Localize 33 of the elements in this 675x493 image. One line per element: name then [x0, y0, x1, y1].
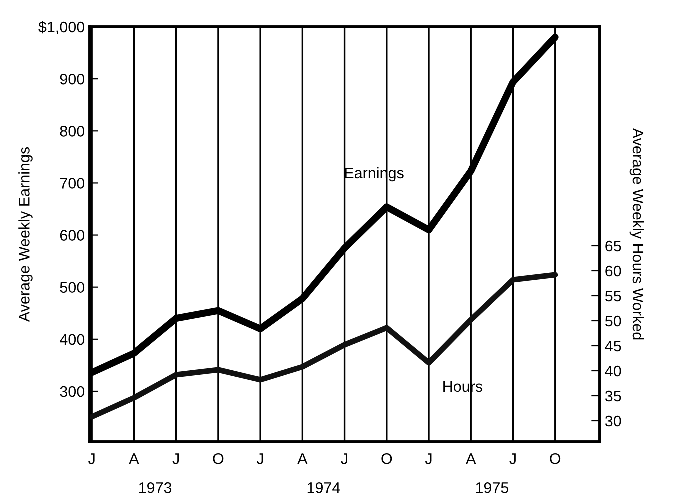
y2-tick-label: 40 — [605, 366, 622, 377]
text: 1973 — [139, 482, 172, 493]
y2-tick-label: 55 — [605, 291, 622, 302]
x-tick-label: J — [425, 454, 432, 464]
x-tick-label: O — [213, 454, 224, 464]
y2-tick-label: 50 — [605, 316, 622, 327]
y-tick-label: 900 — [60, 74, 85, 85]
y-tick-label: 300 — [60, 386, 85, 398]
x-tick-label: J — [256, 454, 264, 464]
text: 1974 — [308, 482, 340, 493]
y2-tick-label: 30 — [605, 416, 622, 427]
x-tick-label: J — [510, 454, 516, 464]
y2-axis-title: Average Weekly Hours Worked — [630, 128, 644, 340]
y-tick-label: 800 — [60, 126, 85, 137]
x-tick-label: J — [341, 454, 348, 464]
x-tick-label: A — [466, 454, 476, 464]
y-axis-title: Average Weekly Earnings — [18, 147, 33, 322]
x-tick-label: O — [550, 454, 561, 464]
y2-tick-label: 60 — [606, 266, 622, 277]
x-tick-label: J — [88, 454, 95, 464]
y-tick-label: 600 — [60, 230, 85, 241]
x-tick-label: J — [172, 454, 180, 464]
x-tick-label: O — [382, 454, 392, 464]
text: 1975 — [476, 482, 509, 493]
y-tick-label: 500 — [60, 282, 85, 294]
y-tick-label: 700 — [60, 178, 85, 189]
x-tick-label: A — [298, 454, 308, 464]
y-tick-label: 400 — [60, 334, 85, 346]
y-tick-label: $1,000 — [38, 21, 85, 34]
y2-tick-label: 45 — [605, 341, 622, 352]
x-tick-label: A — [129, 454, 140, 464]
y2-tick-label: 65 — [606, 240, 622, 252]
y2-tick-label: 35 — [605, 390, 622, 402]
